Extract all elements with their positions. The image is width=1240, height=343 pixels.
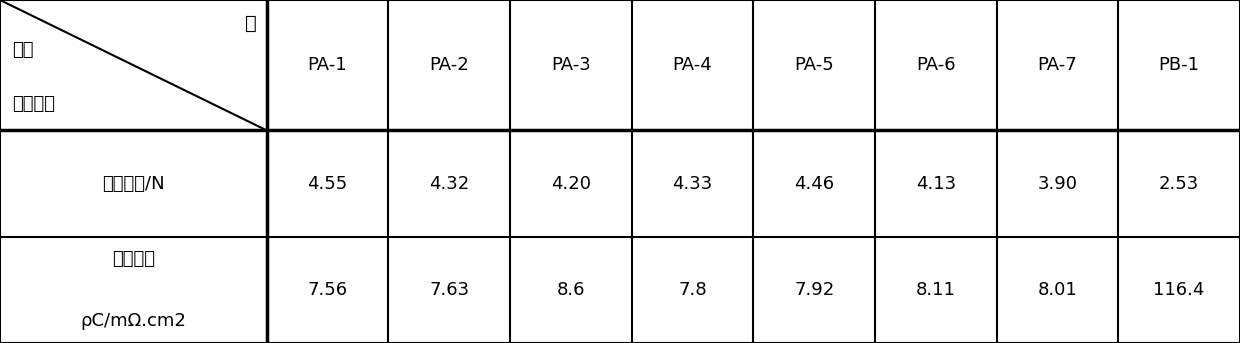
Text: 4.20: 4.20 (551, 175, 590, 192)
Text: PB-1: PB-1 (1158, 56, 1199, 74)
Text: 样: 样 (246, 14, 257, 33)
Text: 8.6: 8.6 (557, 281, 585, 299)
Text: 2.53: 2.53 (1159, 175, 1199, 192)
Text: 性能测试: 性能测试 (12, 95, 56, 113)
Text: 品名: 品名 (12, 40, 33, 59)
Text: PA-3: PA-3 (551, 56, 590, 74)
Text: PA-2: PA-2 (429, 56, 469, 74)
Text: PA-5: PA-5 (795, 56, 835, 74)
Text: ρC/mΩ.cm2: ρC/mΩ.cm2 (81, 312, 186, 330)
Text: PA-4: PA-4 (672, 56, 712, 74)
Text: 4.13: 4.13 (916, 175, 956, 192)
Text: 8.11: 8.11 (916, 281, 956, 299)
Text: 7.63: 7.63 (429, 281, 469, 299)
Text: PA-6: PA-6 (916, 56, 956, 74)
Text: PA-1: PA-1 (308, 56, 347, 74)
Text: 7.8: 7.8 (678, 281, 707, 299)
Text: 4.55: 4.55 (308, 175, 347, 192)
Text: PA-7: PA-7 (1038, 56, 1078, 74)
Text: 4.46: 4.46 (794, 175, 835, 192)
Text: 8.01: 8.01 (1038, 281, 1078, 299)
Text: 116.4: 116.4 (1153, 281, 1205, 299)
Text: 4.33: 4.33 (672, 175, 713, 192)
Text: 7.92: 7.92 (794, 281, 835, 299)
Text: 3.90: 3.90 (1038, 175, 1078, 192)
Text: 焊接拉力/N: 焊接拉力/N (102, 175, 165, 192)
Text: 4.32: 4.32 (429, 175, 469, 192)
Text: 接触电阻: 接触电阻 (112, 250, 155, 268)
Text: 7.56: 7.56 (308, 281, 347, 299)
